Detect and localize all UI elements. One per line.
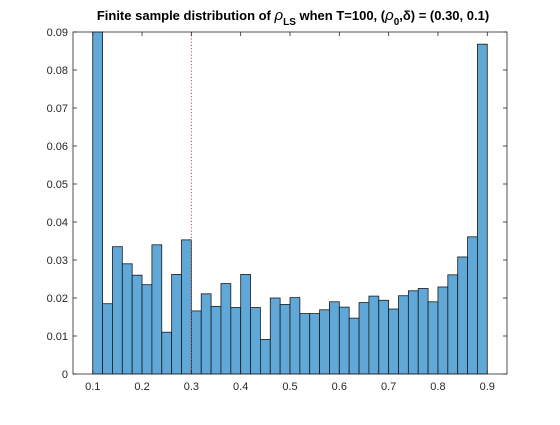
histogram-bar xyxy=(417,288,429,375)
histogram-bar xyxy=(427,301,439,375)
histogram-bar xyxy=(348,317,360,375)
x-tick-label: 0.8 xyxy=(430,381,445,393)
histogram-bar xyxy=(279,304,291,375)
title-rho-subscript: LS xyxy=(283,17,296,28)
histogram-bar xyxy=(200,293,212,375)
x-tick-label: 0.4 xyxy=(233,381,248,393)
y-tick-label: 0.08 xyxy=(47,65,68,77)
histogram-bar xyxy=(92,31,103,375)
histogram-bar xyxy=(467,236,478,375)
histogram-bar xyxy=(338,306,350,375)
x-tick-label: 0.6 xyxy=(332,381,347,393)
histogram-bar xyxy=(447,274,459,375)
histogram-bar xyxy=(309,313,320,375)
y-tick-label: 0.02 xyxy=(47,293,68,305)
histogram-bar xyxy=(407,290,419,375)
histogram-bar xyxy=(358,302,370,375)
histogram-bar xyxy=(112,246,123,375)
y-tick-label: 0.05 xyxy=(47,179,68,191)
histogram-bar xyxy=(181,239,192,375)
y-tick-label: 0.06 xyxy=(47,141,68,153)
title-mid: when T=100, ( xyxy=(296,8,386,23)
histogram-bar xyxy=(299,313,311,375)
histogram-bar xyxy=(151,244,163,375)
y-tick-label: 0 xyxy=(62,369,68,381)
histogram-bar xyxy=(378,299,390,375)
histogram-bars xyxy=(92,31,488,375)
histogram-bar xyxy=(269,297,281,375)
histogram-bar xyxy=(250,307,261,375)
histogram-bar xyxy=(230,307,242,375)
histogram-bar xyxy=(220,283,232,375)
histogram-bar xyxy=(398,295,409,375)
histogram-bar xyxy=(161,331,173,375)
y-tick-label: 0.04 xyxy=(47,217,68,229)
histogram-bar xyxy=(260,339,271,375)
x-tick-label: 0.2 xyxy=(134,381,149,393)
histogram-bar xyxy=(329,301,340,375)
x-tick-label: 0.3 xyxy=(184,381,199,393)
title-lead: Finite sample distribution of xyxy=(97,8,275,23)
y-tick-label: 0.03 xyxy=(47,255,68,267)
x-tick-label: 0.1 xyxy=(85,381,100,393)
histogram-bar xyxy=(368,295,380,375)
histogram-bar xyxy=(240,274,251,375)
histogram-bar xyxy=(141,284,153,375)
histogram-bar xyxy=(121,263,133,375)
title-rho0-subscript: 0 xyxy=(394,17,400,28)
histogram-bar xyxy=(102,303,113,375)
x-tick-label: 0.7 xyxy=(381,381,396,393)
histogram-bar xyxy=(437,286,449,375)
y-tick-label: 0.01 xyxy=(47,331,68,343)
histogram-bar xyxy=(210,305,222,375)
histogram-bar xyxy=(388,308,399,375)
title-rho0: ρ xyxy=(384,7,394,24)
y-tick-label: 0.09 xyxy=(47,27,68,39)
histogram-bar xyxy=(457,256,468,375)
y-tick-label: 0.07 xyxy=(47,103,68,115)
x-tick-label: 0.9 xyxy=(480,381,495,393)
histogram-bar xyxy=(319,309,330,375)
histogram-bar xyxy=(171,274,182,375)
histogram-bar xyxy=(190,310,202,375)
x-tick-label: 0.5 xyxy=(282,381,297,393)
histogram-bar xyxy=(131,274,143,375)
chart-title: Finite sample distribution of ρLS when T… xyxy=(97,7,489,28)
title-tail: ,δ) = (0.30, 0.1) xyxy=(399,8,489,23)
y-axis-ticks: 0 0.01 0.02 0.03 0.04 0.05 0.06 0.07 0.08 0.09 xyxy=(47,27,507,381)
histogram-bar xyxy=(289,297,301,375)
histogram-bar xyxy=(477,43,488,375)
title-rho: ρ xyxy=(274,7,284,24)
x-axis-ticks: 0.1 0.2 0.3 0.4 0.5 0.6 0.7 0.8 0.9 xyxy=(85,32,495,393)
